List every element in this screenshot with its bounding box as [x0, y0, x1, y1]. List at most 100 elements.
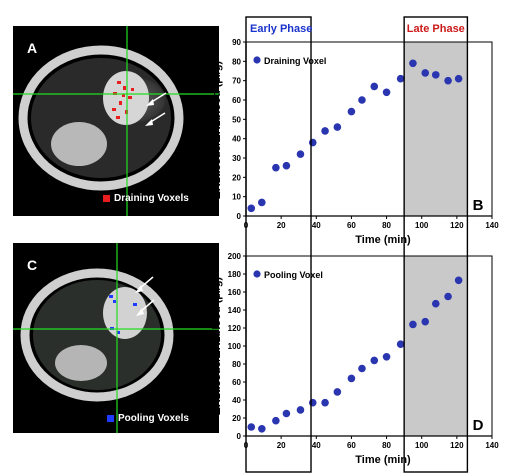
data-point — [296, 406, 305, 414]
legend-label: Pooling Voxel — [264, 270, 323, 280]
data-point — [444, 292, 452, 301]
draining-voxel-swatch — [103, 195, 110, 202]
x-axis-label: Time (min) — [355, 454, 411, 466]
plot-frame — [245, 255, 493, 437]
x-tick-label: 140 — [485, 221, 499, 230]
y-tick-label: 20 — [232, 173, 241, 182]
legend-draining-voxels: Draining Voxels — [103, 193, 189, 204]
panel-letter-c: C — [27, 257, 38, 273]
x-tick-label: 60 — [347, 221, 356, 230]
late-phase-box — [403, 16, 469, 473]
data-point — [247, 204, 256, 213]
legend-marker — [253, 56, 261, 64]
legend-pooling-voxels: Pooling Voxels — [107, 413, 189, 424]
x-tick-label: 100 — [415, 221, 429, 230]
data-point — [421, 317, 430, 326]
pooling-voxel-swatch — [107, 415, 114, 422]
data-point — [396, 74, 405, 83]
data-point — [308, 398, 317, 407]
data-point — [358, 96, 366, 104]
plot-frame — [245, 41, 493, 217]
y-tick-label: 10 — [232, 193, 241, 202]
data-point — [308, 138, 317, 147]
legend-label: Draining Voxel — [264, 56, 326, 66]
panel-letter-a: A — [27, 40, 38, 56]
data-point — [282, 409, 291, 418]
x-axis-label: Time (min) — [355, 234, 411, 246]
data-point — [421, 69, 430, 77]
panel-letter-d: D — [473, 417, 484, 434]
y-tick-label: 80 — [232, 57, 241, 66]
chart-b: 0 20 40 60 80 100 120 140 0 10 20 30 40 50 60 70 80 90 Tim… — [211, 38, 499, 246]
data-point — [358, 364, 366, 373]
y-tick-label: 140 — [228, 306, 242, 315]
x-tick-label: 120 — [450, 441, 464, 450]
data-point — [272, 163, 280, 172]
y-tick-label: 80 — [232, 360, 241, 369]
legend-draining-label: Draining Voxels — [114, 193, 189, 204]
data-point — [370, 82, 379, 91]
data-point — [444, 76, 452, 85]
x-tick-label: 100 — [415, 441, 429, 450]
data-point — [258, 425, 266, 433]
y-tick-label: 200 — [228, 252, 242, 261]
y-tick-label: 30 — [232, 154, 241, 163]
data-point — [454, 276, 463, 285]
phase-boxes: Early Phase Late Phase — [245, 16, 469, 473]
legend-marker — [253, 270, 261, 278]
y-tick-label: 120 — [228, 324, 242, 333]
early-phase-label: Early Phase — [250, 23, 312, 35]
data-point — [454, 74, 463, 83]
data-point — [370, 356, 379, 365]
early-phase-box — [245, 16, 312, 473]
data-point — [272, 416, 280, 425]
x-tick-label: 20 — [277, 221, 286, 230]
mri-image-a — [13, 26, 219, 216]
legend-pooling-label: Pooling Voxels — [118, 413, 189, 424]
x-tick-label: 120 — [450, 221, 464, 230]
data-point — [431, 299, 440, 308]
mri-image-panel-c: C Pooling Voxels — [13, 243, 219, 433]
y-tick-label: 90 — [232, 38, 241, 47]
data-point — [382, 353, 391, 361]
data-point — [409, 59, 417, 68]
data-point — [321, 398, 329, 407]
y-tick-label: 180 — [228, 270, 242, 279]
data-point — [382, 88, 391, 97]
mri-image-c — [13, 243, 219, 433]
data-point — [282, 161, 291, 170]
x-tick-label: 0 — [244, 221, 249, 230]
data-point — [431, 71, 440, 79]
y-tick-label: 0 — [237, 212, 242, 221]
y-tick-label: 20 — [232, 414, 241, 423]
data-point — [258, 198, 266, 207]
late-phase-shading — [404, 256, 468, 436]
y-tick-label: 60 — [232, 378, 241, 387]
y-tick-label: 40 — [232, 135, 241, 144]
data-point — [347, 107, 356, 116]
data-point — [409, 320, 417, 329]
data-point — [333, 388, 342, 396]
late-phase-shading — [404, 42, 468, 216]
data-point — [396, 340, 405, 349]
data-point — [247, 423, 256, 431]
y-tick-label: 160 — [228, 288, 242, 297]
y-tick-label: 100 — [228, 342, 242, 351]
x-tick-label: 60 — [347, 441, 356, 450]
late-phase-label: Late Phase — [407, 23, 465, 35]
x-tick-label: 140 — [485, 441, 499, 450]
x-tick-label: 40 — [312, 221, 321, 230]
y-tick-label: 50 — [232, 115, 241, 124]
chart-d: 0 20 40 60 80 100 120 140 0 20 40 60 80 100 120 140 160 1… — [211, 252, 499, 466]
x-tick-label: 80 — [382, 221, 391, 230]
x-tick-label: 0 — [244, 441, 249, 450]
y-tick-label: 60 — [232, 96, 241, 105]
data-point — [296, 150, 305, 158]
x-tick-label: 80 — [382, 441, 391, 450]
y-tick-label: 0 — [237, 432, 242, 441]
data-point — [333, 123, 342, 131]
panel-letter-b: B — [473, 197, 484, 214]
data-point — [321, 127, 329, 135]
mri-image-panel-a: A Draining Voxels — [13, 26, 219, 216]
x-tick-label: 20 — [277, 441, 286, 450]
